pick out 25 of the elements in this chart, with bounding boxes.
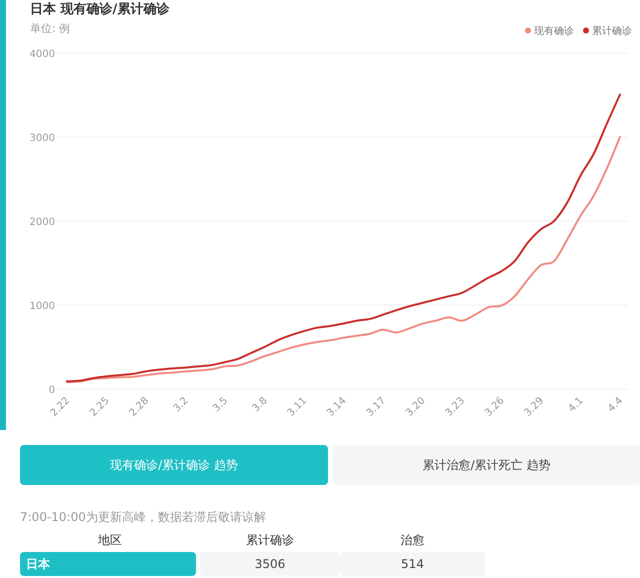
x-tick-label: 3.2 — [172, 395, 191, 414]
text: 3506 — [200, 552, 340, 576]
x-tick-label: 3.5 — [211, 395, 230, 414]
text: 累计治愈/累计死亡 趋势 — [333, 445, 640, 485]
text: 累计确诊 — [245, 532, 295, 548]
line-series — [66, 136, 621, 384]
y-tick-label: 1000 — [30, 301, 55, 312]
chart-title: 日本 现有确诊/累计确诊 — [30, 2, 170, 17]
y-tick-label: 2000 — [30, 217, 55, 228]
y-tick-label: 4000 — [30, 49, 55, 60]
text: 514 — [340, 552, 485, 576]
text: 地区 — [97, 532, 123, 548]
text: 现有确诊/累计确诊 趋势 — [20, 445, 328, 485]
y-tick-label: 3000 — [30, 133, 55, 144]
y-tick-label: 0 — [48, 385, 55, 396]
legend-label: 累计确诊 — [592, 25, 632, 37]
text: 治愈 — [400, 532, 426, 548]
line-series — [66, 93, 621, 382]
legend-label: 现有确诊 — [534, 25, 574, 37]
x-tick-label: 4.1 — [566, 395, 586, 414]
text: 7:00-10:00为更新高峰，数据若滞后敬请谅解 — [20, 509, 267, 525]
x-tick-label: 4.4 — [606, 395, 626, 414]
y-axis-title: 单位: 例 — [30, 22, 70, 35]
x-tick-label: 3.8 — [250, 395, 270, 414]
text: 日本 — [20, 552, 196, 576]
